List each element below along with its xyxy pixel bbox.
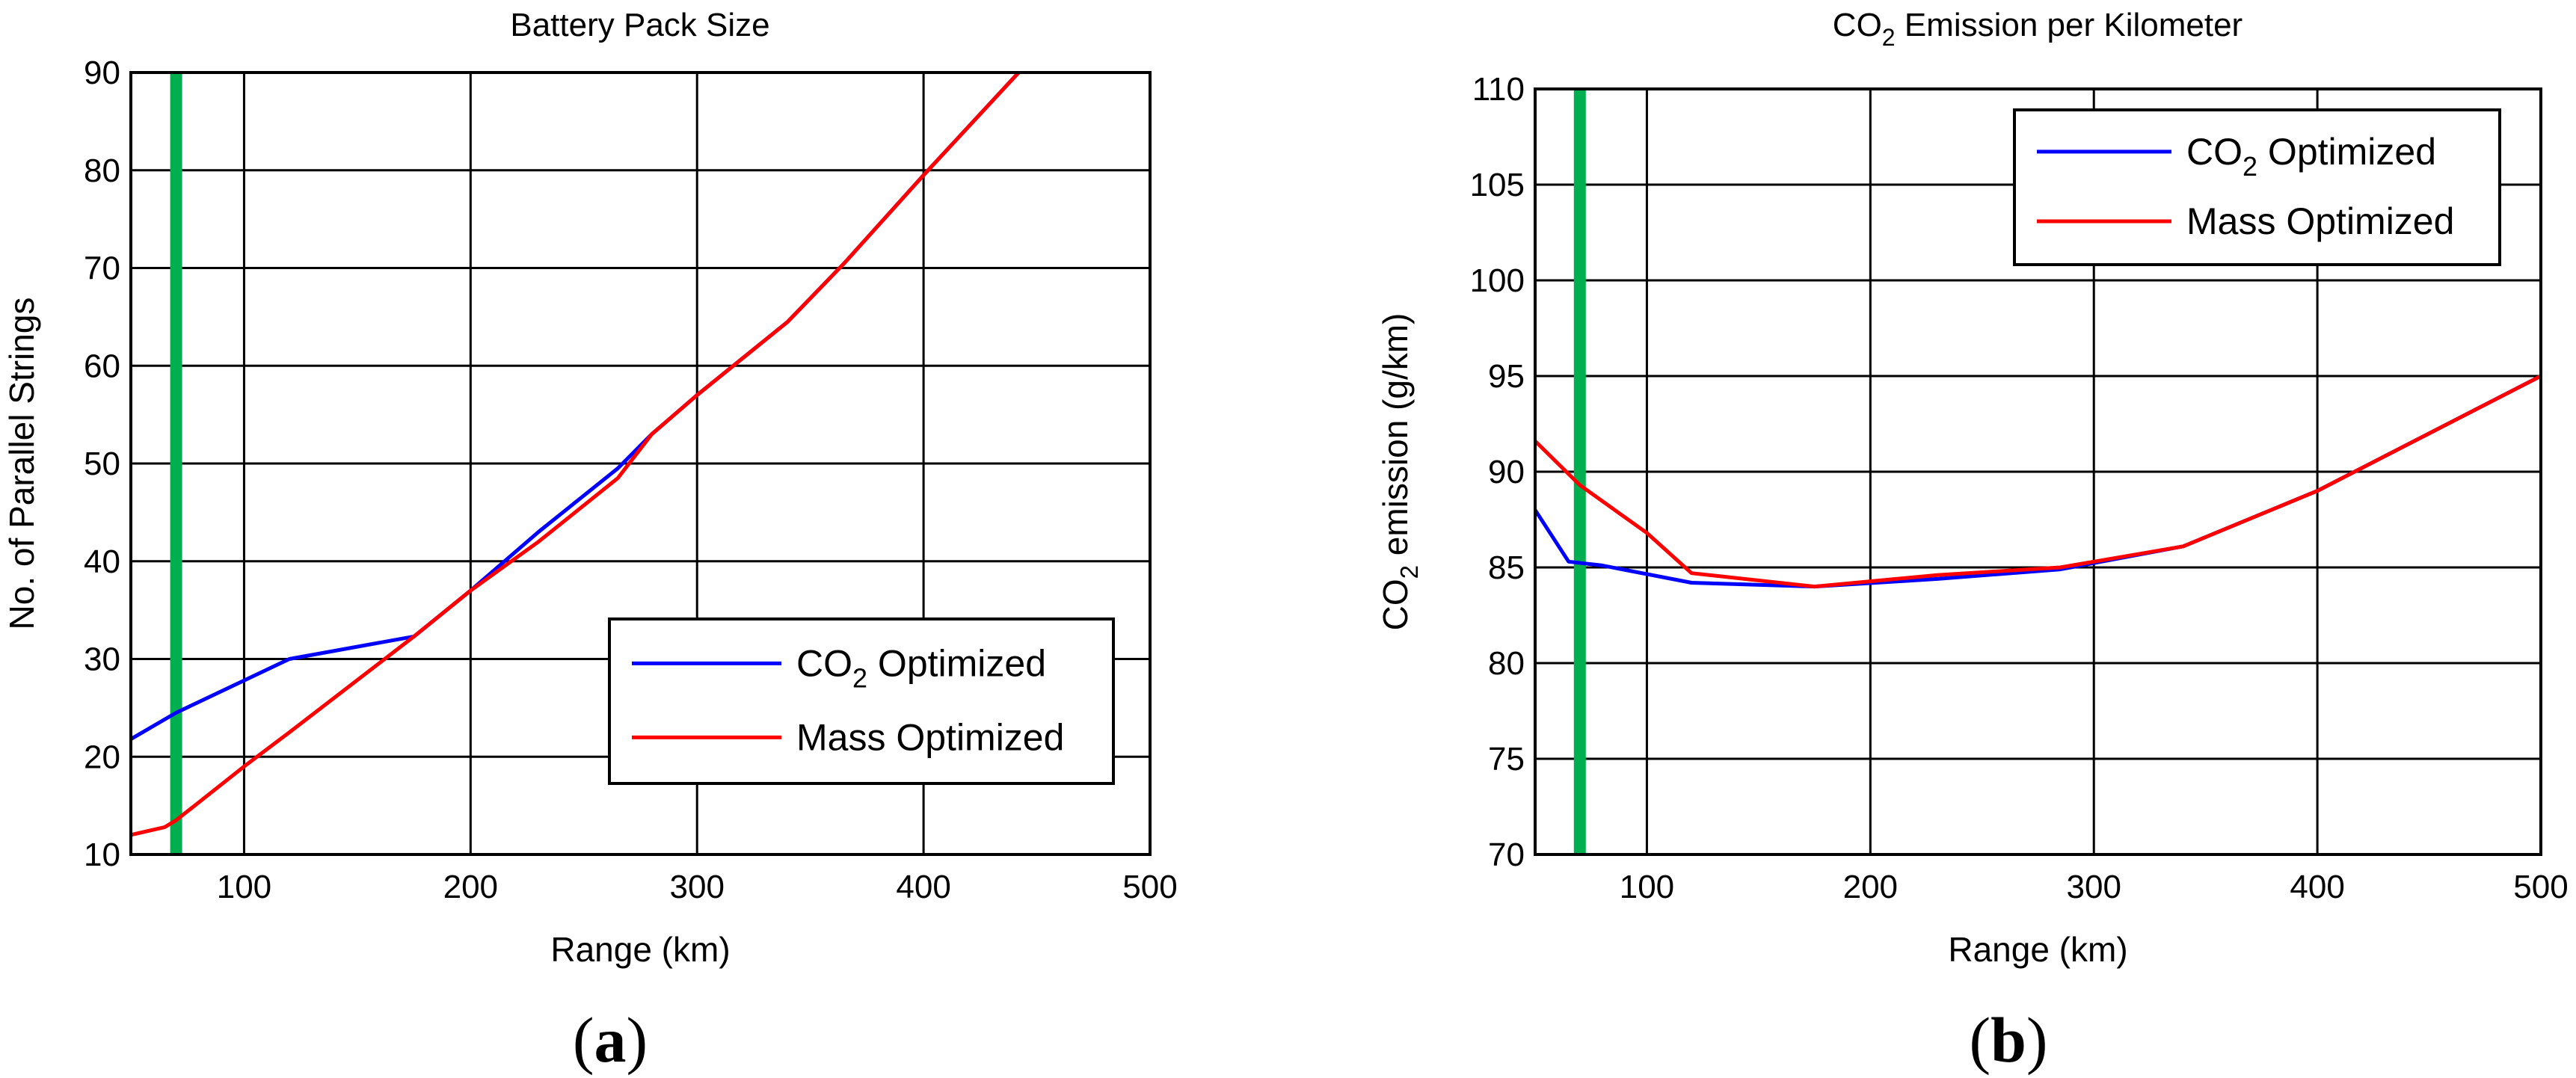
x-tick-label: 100: [217, 869, 271, 905]
legend-label-co2-base: CO: [796, 642, 852, 684]
legend-label-mass: Mass Optimized: [2186, 200, 2454, 242]
x-tick-label: 200: [1843, 869, 1898, 905]
y-axis-label-base: CO: [1376, 579, 1415, 630]
legend-label-mass-base: Mass Optimized: [2186, 200, 2454, 242]
series-line-mass: [1534, 374, 2542, 589]
chart-title-sub: 2: [1882, 24, 1896, 51]
legend: CO2 Optimized Mass Optimized: [2013, 108, 2501, 266]
legend-label-mass-base: Mass Optimized: [796, 716, 1064, 758]
legend-label-co2: CO2 Optimized: [2186, 131, 2436, 182]
x-tick-label: 400: [2290, 869, 2344, 905]
y-tick-label: 50: [84, 446, 120, 482]
x-tick-label: 200: [443, 869, 498, 905]
y-axis-label-rest: emission (g/km): [1376, 313, 1415, 565]
y-tick-label: 80: [1488, 645, 1525, 682]
y-tick-label: 90: [1488, 454, 1525, 490]
axes-frame: [1534, 87, 2542, 856]
panel-label-letter: a: [594, 1004, 627, 1076]
x-tick-label: 300: [670, 869, 725, 905]
legend-box: [2013, 108, 2501, 266]
y-axis-label: CO2 emission (g/km): [1376, 313, 1423, 631]
x-tick-label: 500: [1122, 869, 1177, 905]
legend-label-mass: Mass Optimized: [796, 716, 1064, 758]
legend-box: [608, 617, 1115, 785]
y-tick-label: 75: [1488, 741, 1525, 777]
legend-label-co2-sub: 2: [2243, 151, 2257, 182]
panel-label-close: ): [2026, 1004, 2048, 1076]
legend-label-co2-rest: Optimized: [867, 642, 1046, 684]
y-tick-label: 70: [1488, 837, 1525, 873]
legend-label-co2-sub: 2: [852, 662, 867, 693]
chart-title: Battery Pack Size: [510, 7, 769, 43]
y-tick-label: 60: [84, 348, 120, 384]
x-tick-label: 300: [2067, 869, 2121, 905]
chart-title-rest: Emission per Kilometer: [1896, 7, 2243, 43]
y-tick-label: 20: [84, 739, 120, 775]
x-axis-label: Range (km): [550, 930, 730, 969]
chart-title: CO2 Emission per Kilometer: [1833, 7, 2243, 51]
y-tick-label: 85: [1488, 549, 1525, 586]
x-tick-label: 100: [1620, 869, 1674, 905]
panel-label-open: (: [573, 1004, 594, 1076]
y-tick-label: 30: [84, 641, 120, 678]
legend-label-co2: CO2 Optimized: [796, 642, 1046, 693]
series-line-mass: [130, 71, 1021, 837]
y-tick-label: 10: [84, 837, 120, 873]
y-tick-label: 100: [1470, 262, 1525, 299]
chart-panel-a: 100 200 300 400 500 10 20 30 40 50 60 70 80 90 Battery…: [2, 7, 1178, 1076]
y-tick-label: 95: [1488, 358, 1525, 395]
legend: CO2 Optimized Mass Optimized: [608, 617, 1115, 785]
chart-title-base: CO: [1833, 7, 1882, 43]
chart-panel-b: 100 200 300 400 500 70 75 80 85 90 95 100 105 110 CO2 …: [1376, 7, 2569, 1076]
y-axis-label-sub: 2: [1395, 565, 1423, 579]
y-tick-label: 105: [1470, 167, 1525, 203]
axes-frame: [129, 71, 1152, 856]
panel-label-open: (: [1969, 1004, 1991, 1076]
legend-label-co2-base: CO: [2186, 131, 2243, 173]
panel-label-close: ): [627, 1004, 648, 1076]
y-tick-label: 90: [84, 55, 120, 91]
y-tick-label: 70: [84, 250, 120, 287]
panel-label: (b): [1969, 1004, 2047, 1076]
y-axis-label: No. of Parallel Strings: [2, 298, 41, 630]
x-tick-label: 500: [2513, 869, 2568, 905]
y-tick-label: 110: [1472, 71, 1525, 108]
panel-label-letter: b: [1991, 1004, 2026, 1076]
x-tick-label: 400: [896, 869, 950, 905]
legend-label-co2-rest: Optimized: [2257, 131, 2436, 173]
x-axis-label: Range (km): [1948, 930, 2127, 969]
y-tick-label: 80: [84, 153, 120, 189]
y-tick-label: 40: [84, 543, 120, 580]
panel-label: (a): [573, 1004, 648, 1076]
